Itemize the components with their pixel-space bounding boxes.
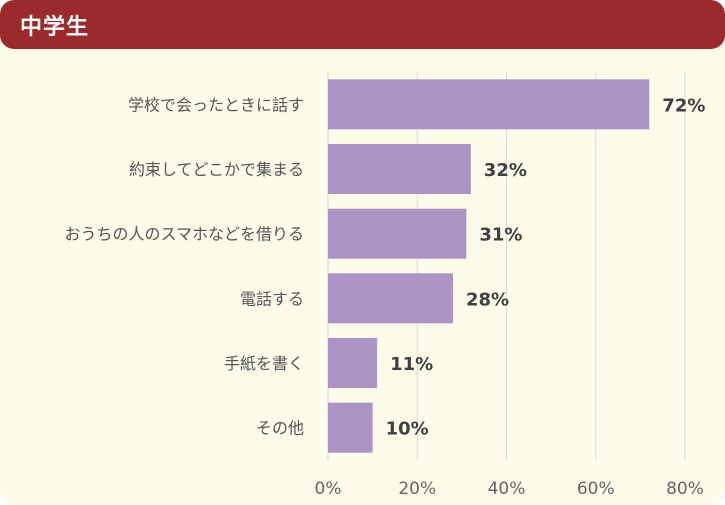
value-label: 72% <box>662 95 705 116</box>
bar <box>328 338 378 388</box>
category-label: その他 <box>256 419 304 438</box>
bar <box>328 402 373 453</box>
category-label: 手紙を書く <box>224 354 304 373</box>
header-bar: 中学生 <box>0 0 725 49</box>
category-label: 電話する <box>240 289 304 308</box>
category-label: 約束してどこかで集まる <box>129 160 304 179</box>
value-label: 11% <box>390 354 433 375</box>
category-label: おうちの人のスマホなどを借りる <box>64 225 304 244</box>
x-tick-label: 0% <box>315 479 342 499</box>
value-label: 28% <box>466 289 509 310</box>
category-label: 学校で会ったときに話す <box>128 95 304 114</box>
x-tick-label: 20% <box>398 479 436 499</box>
value-label: 31% <box>479 225 522 246</box>
x-tick-label: 40% <box>488 479 526 499</box>
header-title: 中学生 <box>20 15 90 40</box>
x-tick-label: 80% <box>666 479 704 499</box>
bar <box>328 273 453 324</box>
x-tick-label: 60% <box>577 479 615 499</box>
bar <box>328 144 471 194</box>
bar <box>328 79 650 130</box>
value-label: 10% <box>386 419 429 440</box>
bar <box>328 208 467 259</box>
value-label: 32% <box>484 160 527 181</box>
